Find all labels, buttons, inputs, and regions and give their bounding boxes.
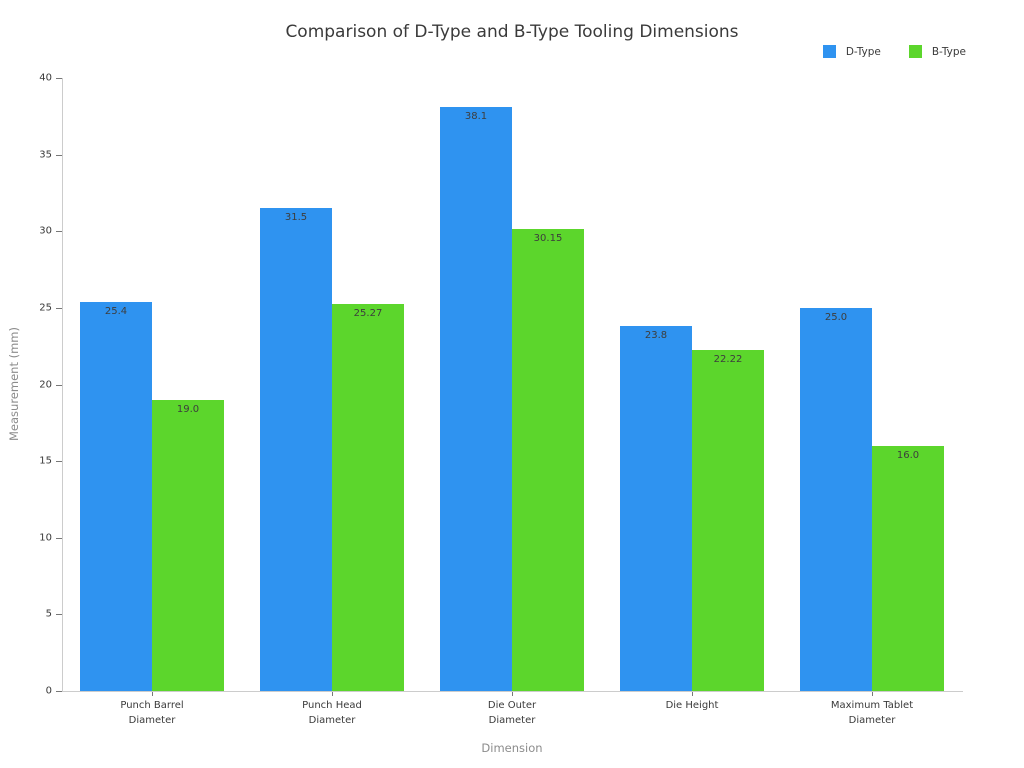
legend: D-Type B-Type bbox=[822, 45, 966, 58]
bar-value-b-type-punch-barrel-diameter: 19.0 bbox=[176, 403, 200, 415]
bar-value-b-type-maximum-tablet-diameter: 16.0 bbox=[896, 449, 920, 461]
y-axis-line bbox=[62, 78, 63, 691]
bar-b-type-die-outer-diameter bbox=[512, 228, 584, 691]
y-tick-mark bbox=[56, 461, 62, 463]
y-tick-mark bbox=[56, 537, 62, 539]
y-tick-label: 20 bbox=[39, 379, 52, 390]
bar-value-d-type-maximum-tablet-diameter: 25.0 bbox=[824, 311, 848, 323]
x-tick-label-maximum-tablet-diameter: Maximum Tablet Diameter bbox=[830, 700, 914, 726]
y-tick-mark bbox=[56, 307, 62, 309]
bar-value-b-type-die-outer-diameter: 30.15 bbox=[533, 232, 563, 244]
y-tick-mark bbox=[56, 78, 62, 79]
bar-value-d-type-punch-barrel-diameter: 25.4 bbox=[104, 305, 128, 317]
y-tick-mark bbox=[56, 614, 62, 616]
bar-value-d-type-punch-head-diameter: 31.5 bbox=[284, 212, 308, 224]
bar-value-b-type-punch-head-diameter: 25.27 bbox=[353, 307, 383, 319]
bar-b-type-punch-head-diameter bbox=[332, 303, 404, 691]
legend-swatch-d-type bbox=[822, 45, 836, 58]
y-tick-label: 0 bbox=[45, 685, 52, 697]
x-tick-label-punch-barrel-diameter: Punch Barrel Diameter bbox=[120, 700, 184, 726]
y-tick-mark bbox=[56, 384, 62, 386]
x-tick-label-punch-head-diameter: Punch Head Diameter bbox=[302, 700, 362, 726]
chart-title: Comparison of D-Type and B-Type Tooling … bbox=[285, 22, 739, 42]
bar-value-d-type-die-outer-diameter: 38.1 bbox=[464, 111, 488, 123]
x-tick-mark bbox=[512, 692, 513, 696]
x-tick-label-die-outer-diameter: Die Outer Diameter bbox=[487, 700, 537, 726]
y-tick-label: 25 bbox=[39, 302, 52, 314]
bar-d-type-punch-head-diameter bbox=[260, 208, 332, 691]
y-tick-mark bbox=[56, 691, 62, 692]
x-tick-mark bbox=[872, 692, 873, 696]
x-tick-mark bbox=[692, 692, 693, 696]
bar-b-type-maximum-tablet-diameter bbox=[872, 445, 944, 691]
y-tick-label: 15 bbox=[39, 455, 52, 467]
legend-item-b-type: B-Type bbox=[908, 45, 966, 58]
y-tick-label: 40 bbox=[39, 72, 52, 84]
x-axis-line bbox=[62, 691, 963, 692]
bar-d-type-die-height bbox=[620, 326, 692, 691]
y-tick-mark bbox=[56, 231, 62, 233]
bar-b-type-punch-barrel-diameter bbox=[152, 399, 224, 691]
y-tick-label: 5 bbox=[45, 608, 52, 620]
x-tick-mark bbox=[152, 692, 153, 696]
x-axis-title: Dimension bbox=[481, 741, 543, 755]
bar-d-type-die-outer-diameter bbox=[440, 107, 512, 691]
legend-swatch-b-type bbox=[908, 45, 922, 58]
legend-label-b-type: B-Type bbox=[931, 45, 966, 58]
x-tick-mark bbox=[332, 692, 333, 696]
legend-label-d-type: D-Type bbox=[845, 45, 881, 58]
bar-d-type-maximum-tablet-diameter bbox=[800, 307, 872, 691]
y-tick-label: 35 bbox=[39, 149, 52, 161]
y-axis-title: Measurement (mm) bbox=[7, 327, 21, 441]
y-tick-label: 30 bbox=[39, 225, 52, 237]
x-tick-label-die-height: Die Height bbox=[665, 700, 719, 711]
legend-item-d-type: D-Type bbox=[822, 45, 881, 58]
bar-d-type-punch-barrel-diameter bbox=[80, 301, 152, 691]
bar-value-b-type-die-height: 22.22 bbox=[713, 354, 743, 366]
bar-value-d-type-die-height: 23.8 bbox=[644, 330, 668, 342]
y-tick-mark bbox=[56, 154, 62, 156]
y-tick-label: 10 bbox=[39, 532, 52, 544]
bar-b-type-die-height bbox=[692, 350, 764, 691]
